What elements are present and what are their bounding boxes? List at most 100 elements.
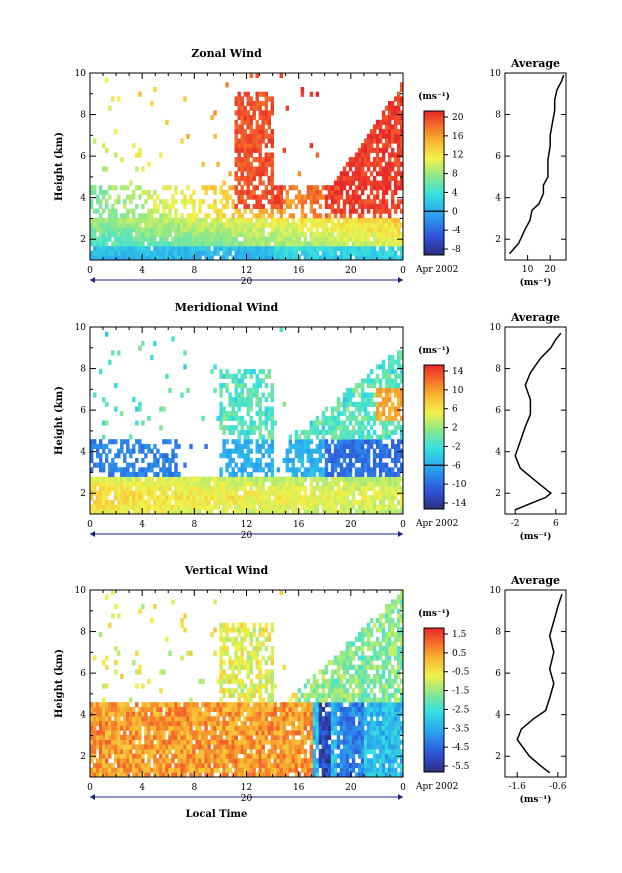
heatmap-cell (255, 753, 259, 759)
heatmap-cell (318, 222, 323, 228)
heatmap-cell (400, 199, 404, 205)
heatmap-cell (237, 208, 241, 214)
heatmap-cell (354, 406, 359, 412)
heatmap-cell (246, 753, 250, 759)
heatmap-cell (135, 250, 139, 256)
heatmap-cell (258, 378, 262, 384)
heatmap-cell (246, 627, 250, 633)
heatmap-cell (391, 236, 395, 242)
heatmap-cell (192, 504, 196, 510)
heatmap-cell (102, 716, 106, 722)
heatmap-cell (348, 157, 353, 163)
heatmap-cell (315, 152, 320, 158)
heatmap-cell (153, 604, 157, 610)
heatmap-cell (264, 678, 269, 684)
heatmap-cell (372, 392, 377, 398)
heatmap-cell (237, 213, 241, 219)
heatmap-cell (105, 504, 109, 510)
heatmap-cell (267, 767, 272, 773)
heatmap-cell (369, 415, 374, 421)
date-note: Apr 2002 (415, 265, 458, 275)
heatmap-cell (342, 467, 347, 473)
heatmap-cell (273, 481, 278, 487)
heatmap-cell (165, 213, 169, 219)
heatmap-cell (171, 599, 175, 605)
heatmap-cell (123, 467, 127, 473)
heatmap-cell (400, 180, 404, 186)
heatmap-cell (354, 250, 359, 256)
heatmap-cell (195, 241, 199, 247)
heatmap-cell (195, 730, 199, 736)
heatmap-cell (138, 720, 142, 726)
heatmap-cell (381, 241, 386, 247)
heatmap-cell (400, 115, 404, 121)
heatmap-cell (198, 227, 202, 233)
heatmap-cell (234, 161, 238, 167)
heatmap-cell (297, 217, 302, 223)
heatmap-cell (123, 767, 127, 773)
heatmap-cell (258, 706, 262, 712)
heatmap-cell (391, 231, 395, 237)
heatmap-cell (279, 720, 284, 726)
heatmap-cell (354, 194, 359, 200)
heatmap-cell (150, 355, 154, 361)
heatmap-cell (258, 217, 262, 223)
heatmap-cell (201, 720, 205, 726)
heatmap-cell (285, 500, 290, 506)
heatmap-cell (138, 481, 142, 487)
heatmap-cell (288, 490, 293, 496)
colorbar-tick-label: 20 (452, 113, 464, 123)
heatmap-cell (210, 739, 214, 745)
heatmap-cell (330, 504, 335, 510)
heatmap-cell (174, 443, 178, 449)
heatmap-cell (99, 725, 103, 731)
heatmap-cell (102, 485, 106, 491)
heatmap-cell (324, 485, 329, 491)
heatmap-cell (372, 467, 377, 473)
heatmap-cell (153, 208, 157, 214)
heatmap-cell (388, 152, 392, 158)
heatmap-cell (258, 406, 262, 412)
heatmap-cell (252, 105, 256, 111)
heatmap-cell (117, 749, 121, 755)
heatmap-cell (156, 739, 160, 745)
heatmap-cell (270, 646, 275, 652)
heatmap-cell (375, 495, 380, 501)
heatmap-cell (144, 739, 148, 745)
heatmap-cell (258, 448, 262, 454)
heatmap-cell (363, 495, 368, 501)
colorbar-tick-label: 10 (452, 386, 464, 396)
heatmap-cell (255, 688, 259, 694)
heatmap-cell (279, 767, 284, 773)
heatmap-cell (135, 476, 139, 482)
heatmap-cell (204, 509, 208, 515)
heatmap-cell (243, 166, 247, 172)
colorbar (423, 364, 445, 510)
heatmap-cell (288, 203, 293, 209)
heatmap-cell (243, 383, 247, 389)
heatmap-cell (342, 175, 347, 181)
profile-line (508, 74, 565, 255)
heatmap-cell (165, 481, 169, 487)
heatmap-cell (237, 105, 241, 111)
heatmap-cell (384, 509, 389, 515)
heatmap-cell (297, 241, 302, 247)
heatmap-cell (279, 73, 284, 79)
heatmap-cell (228, 373, 232, 379)
heatmap-cell (348, 203, 353, 209)
heatmap-cell (174, 241, 178, 247)
heatmap-cell (270, 180, 275, 186)
heatmap-cell (291, 730, 296, 736)
heatmap-cell (273, 241, 278, 247)
heatmap-cell (159, 406, 163, 412)
heatmap-cell (153, 725, 157, 731)
heatmap-cell (252, 500, 256, 506)
heatmap-cell (102, 711, 106, 717)
heatmap-cell (391, 101, 395, 107)
heatmap-cell (222, 411, 226, 417)
heatmap-cell (354, 152, 359, 158)
heatmap-cell (219, 236, 223, 242)
heatmap-cell (108, 359, 112, 365)
heatmap-cell (207, 250, 211, 256)
heatmap-cell (147, 734, 151, 740)
